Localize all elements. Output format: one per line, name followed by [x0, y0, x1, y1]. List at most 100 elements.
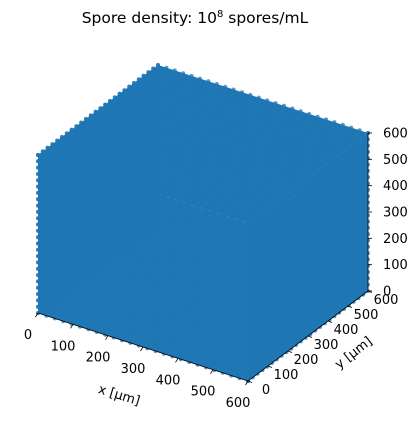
data-point [111, 329, 116, 334]
data-point [175, 156, 180, 161]
data-point [151, 174, 156, 178]
data-point [218, 124, 223, 129]
x-tick-label: 100 [51, 339, 76, 354]
data-point [64, 182, 69, 186]
data-point [246, 360, 250, 364]
data-point [204, 289, 208, 294]
data-point [217, 98, 222, 103]
data-point [128, 290, 133, 295]
data-point [187, 239, 192, 244]
data-point [132, 239, 136, 243]
data-point [36, 273, 40, 278]
data-point [146, 127, 151, 132]
data-point [93, 210, 98, 215]
data-point [284, 156, 289, 161]
data-point [64, 245, 69, 250]
data-point [112, 101, 117, 106]
data-point [108, 257, 112, 261]
data-point [308, 205, 313, 210]
data-point [98, 220, 103, 224]
data-point [204, 232, 208, 237]
data-point [274, 338, 279, 343]
data-point [146, 209, 151, 214]
data-point [88, 239, 93, 244]
data-point [156, 132, 160, 137]
data-point [246, 265, 250, 270]
data-point [313, 278, 318, 282]
data-point [103, 184, 108, 189]
data-point [128, 246, 133, 251]
data-point [84, 224, 88, 229]
data-point [40, 149, 45, 154]
data-point [136, 172, 141, 177]
x-tick-mark [105, 335, 109, 340]
data-point [284, 337, 289, 342]
data-point [103, 222, 108, 227]
data-point [255, 333, 260, 338]
data-point [198, 148, 202, 153]
data-point [156, 88, 160, 93]
data-point [270, 304, 274, 309]
data-point [195, 274, 200, 279]
data-point [50, 180, 55, 185]
data-point [230, 169, 235, 174]
data-point [127, 147, 132, 152]
data-point [284, 223, 289, 228]
data-point [84, 192, 88, 197]
data-point [162, 263, 166, 268]
data-point [322, 315, 327, 320]
data-point [40, 288, 45, 293]
data-point [313, 322, 318, 327]
data-point [220, 231, 225, 236]
data-point [283, 130, 288, 134]
data-point [282, 176, 286, 180]
data-point [322, 277, 327, 282]
data-point [146, 215, 151, 220]
data-point [52, 310, 57, 315]
data-point [260, 273, 265, 278]
data-point [336, 126, 340, 131]
data-point [164, 101, 169, 106]
data-point [94, 317, 99, 322]
data-point [132, 131, 136, 136]
data-point [170, 291, 175, 296]
data-point [117, 136, 122, 140]
y-tick-label: 100 [274, 368, 299, 383]
data-point [146, 114, 151, 119]
data-point [250, 249, 255, 253]
data-point [327, 216, 332, 221]
data-point [260, 210, 265, 215]
data-point [171, 186, 176, 191]
data-point [40, 181, 45, 185]
data-point [204, 264, 208, 269]
data-point [308, 243, 313, 248]
data-point [332, 295, 337, 300]
data-point [103, 121, 108, 126]
data-point [153, 317, 158, 322]
data-point [346, 189, 351, 194]
data-point [265, 263, 270, 268]
data-point [153, 235, 158, 240]
data-point [183, 195, 188, 200]
data-point [88, 119, 93, 124]
data-point [136, 115, 141, 120]
data-point [307, 148, 312, 152]
data-point [346, 233, 351, 238]
data-point [260, 102, 265, 106]
data-point [195, 356, 200, 361]
data-point [117, 180, 122, 185]
data-point [237, 294, 242, 299]
data-point [230, 97, 235, 102]
data-point [294, 148, 298, 153]
data-point [60, 267, 64, 272]
data-point [246, 184, 250, 189]
data-point [153, 292, 158, 297]
data-point [98, 182, 103, 186]
data-point [250, 109, 255, 114]
data-point [274, 275, 279, 280]
data-point [201, 155, 206, 160]
data-point [255, 239, 260, 244]
data-point [111, 297, 116, 302]
data-point [246, 240, 250, 244]
data-point [187, 129, 192, 134]
